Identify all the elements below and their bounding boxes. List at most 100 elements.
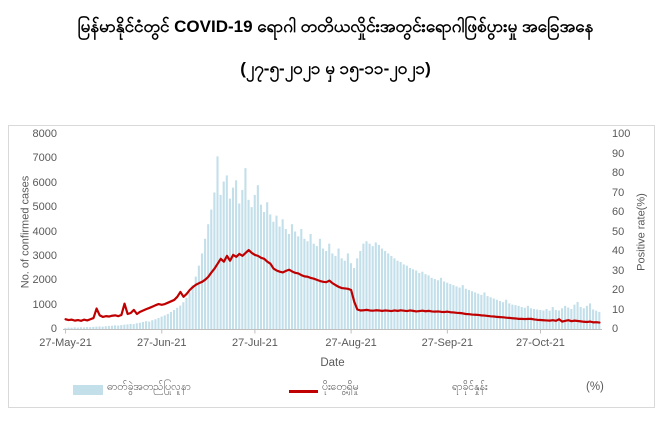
confirmed-cases-bar bbox=[287, 233, 290, 329]
confirmed-cases-bar bbox=[564, 305, 567, 329]
confirmed-cases-bar bbox=[374, 242, 377, 329]
confirmed-cases-bar bbox=[492, 298, 495, 329]
confirmed-cases-bar bbox=[148, 321, 151, 329]
confirmed-cases-bar bbox=[387, 253, 390, 329]
legend-line-label: ပိုးတွေ့ရှိမှု bbox=[322, 381, 359, 393]
y-right-tick-label: 80 bbox=[612, 167, 625, 179]
confirmed-cases-bar bbox=[464, 288, 467, 329]
confirmed-cases-bar bbox=[573, 304, 576, 330]
confirmed-cases-bar bbox=[418, 272, 421, 329]
x-axis-tick-label: 27-May-21 bbox=[39, 337, 92, 349]
confirmed-cases-bar bbox=[95, 326, 98, 329]
x-axis-tick-label: 27-Oct-21 bbox=[516, 337, 565, 349]
confirmed-cases-bar bbox=[483, 292, 486, 329]
confirmed-cases-bar bbox=[405, 265, 408, 330]
confirmed-cases-bar bbox=[368, 243, 371, 329]
confirmed-cases-bar bbox=[554, 309, 557, 329]
confirmed-cases-bar bbox=[579, 307, 582, 329]
confirmed-cases-bar bbox=[498, 300, 502, 329]
confirmed-cases-bar bbox=[421, 271, 424, 329]
confirmed-cases-bar bbox=[126, 324, 129, 329]
confirmed-cases-bar bbox=[204, 238, 207, 329]
confirmed-cases-bar bbox=[107, 325, 110, 329]
confirmed-cases-bar bbox=[517, 305, 520, 329]
confirmed-cases-bar bbox=[412, 269, 415, 329]
confirmed-cases-bar bbox=[399, 261, 402, 329]
confirmed-cases-bar bbox=[359, 251, 362, 329]
confirmed-cases-bar bbox=[269, 214, 272, 329]
confirmed-cases-bar bbox=[477, 293, 480, 329]
confirmed-cases-bar bbox=[433, 279, 436, 329]
confirmed-cases-bar bbox=[110, 325, 114, 329]
x-axis-tick-label: 27-Jul-21 bbox=[231, 337, 278, 349]
confirmed-cases-bar bbox=[365, 241, 368, 329]
confirmed-cases-bar bbox=[443, 281, 446, 329]
confirmed-cases-bar bbox=[514, 305, 517, 329]
confirmed-cases-bar bbox=[219, 194, 222, 329]
confirmed-cases-bar bbox=[598, 311, 601, 329]
confirmed-cases-bar bbox=[73, 327, 76, 329]
confirmed-cases-bar bbox=[458, 287, 461, 329]
confirmed-cases-bar bbox=[76, 327, 79, 329]
confirmed-cases-bar bbox=[343, 260, 346, 329]
confirmed-cases-bar bbox=[511, 304, 514, 330]
confirmed-cases-bar bbox=[213, 192, 216, 329]
confirmed-cases-bar bbox=[64, 327, 67, 329]
confirmed-cases-bar bbox=[337, 248, 340, 329]
confirmed-cases-bar bbox=[70, 327, 73, 329]
y-left-tick-label: 3000 bbox=[32, 249, 57, 262]
plot-svg bbox=[63, 156, 602, 334]
confirmed-cases-bar bbox=[502, 302, 505, 329]
legend-unit-label: (%) bbox=[586, 381, 604, 393]
confirmed-cases-bar bbox=[247, 199, 250, 329]
confirmed-cases-bar bbox=[297, 236, 300, 330]
confirmed-cases-bar bbox=[455, 286, 458, 329]
confirmed-cases-bar bbox=[592, 309, 595, 329]
confirmed-cases-bar bbox=[151, 320, 154, 329]
y-left-tick-label: 8000 bbox=[32, 128, 57, 140]
confirmed-cases-bar bbox=[259, 204, 262, 329]
x-axis-tick-label: 27-Sep-21 bbox=[421, 337, 474, 349]
confirmed-cases-bar bbox=[393, 258, 396, 329]
confirmed-cases-bar bbox=[567, 307, 570, 329]
y-left-tick-label: 4000 bbox=[32, 225, 57, 238]
chart-title-block: မြန်မာနိုင်ငံတွင် COVID-19 ရောဂါ တတိယလှိ… bbox=[0, 12, 671, 84]
confirmed-cases-bar bbox=[120, 325, 123, 329]
confirmed-cases-bar bbox=[570, 309, 573, 329]
confirmed-cases-bar bbox=[470, 291, 474, 329]
confirmed-cases-bar bbox=[188, 292, 191, 329]
confirmed-cases-bar bbox=[179, 305, 182, 329]
confirmed-cases-bar bbox=[467, 290, 470, 329]
confirmed-cases-bar bbox=[253, 194, 256, 329]
y-right-tick-label: 100 bbox=[612, 128, 631, 140]
confirmed-cases-bar bbox=[79, 327, 82, 329]
confirmed-cases-bar bbox=[424, 274, 427, 329]
confirmed-cases-bar bbox=[377, 244, 380, 329]
y-right-tick-label: 90 bbox=[612, 147, 625, 160]
confirmed-cases-bar bbox=[132, 324, 135, 330]
confirmed-cases-bar bbox=[340, 258, 343, 329]
confirmed-cases-bar bbox=[396, 260, 399, 329]
confirmed-cases-bar bbox=[157, 318, 160, 329]
confirmed-cases-bar bbox=[191, 285, 194, 330]
y-right-tick-label: 40 bbox=[612, 245, 625, 257]
confirmed-cases-bar bbox=[82, 327, 86, 329]
confirmed-cases-bar bbox=[135, 323, 138, 329]
confirmed-cases-bar bbox=[315, 246, 318, 330]
confirmed-cases-bar bbox=[390, 255, 393, 330]
confirmed-cases-bar bbox=[141, 321, 145, 329]
confirmed-cases-bar bbox=[256, 185, 259, 329]
confirmed-cases-bar bbox=[495, 299, 498, 329]
y-right-tick-label: 50 bbox=[612, 225, 625, 238]
confirmed-cases-bar bbox=[117, 325, 120, 329]
confirmed-cases-bar bbox=[436, 280, 439, 329]
confirmed-cases-bar bbox=[160, 316, 163, 329]
confirmed-cases-bar bbox=[505, 299, 508, 329]
confirmed-cases-bar bbox=[415, 270, 418, 329]
confirmed-cases-bar bbox=[129, 323, 132, 329]
y-right-tick-label: 70 bbox=[612, 186, 625, 199]
confirmed-cases-bar bbox=[241, 190, 244, 329]
confirmed-cases-bar bbox=[123, 324, 126, 329]
confirmed-cases-bar bbox=[486, 296, 489, 329]
confirmed-cases-bar bbox=[349, 263, 353, 329]
